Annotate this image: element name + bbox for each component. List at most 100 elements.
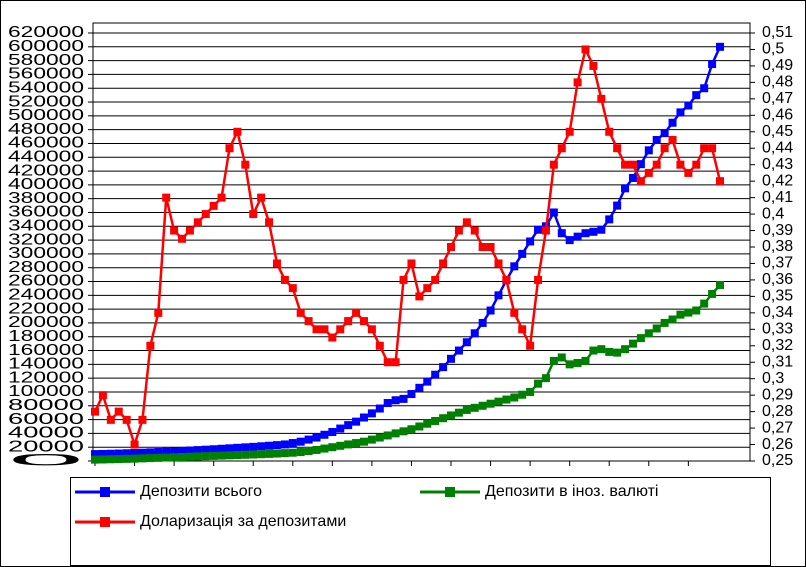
marker <box>280 275 289 284</box>
marker <box>462 405 471 414</box>
marker <box>454 346 463 355</box>
marker <box>383 399 392 408</box>
marker <box>431 275 440 284</box>
y-tick-label: 40000 <box>8 425 84 442</box>
marker <box>628 339 637 348</box>
marker <box>565 127 574 136</box>
marker <box>154 453 163 462</box>
marker <box>209 451 218 460</box>
marker <box>193 218 202 227</box>
marker <box>573 232 582 241</box>
y2-tick-label: 0,42 <box>762 172 793 189</box>
y2-tick-label: 0,41 <box>762 189 793 206</box>
marker <box>320 430 329 439</box>
marker <box>249 442 258 451</box>
marker <box>407 259 416 268</box>
marker <box>304 446 313 455</box>
legend-label: Депозити всього <box>140 483 262 500</box>
y2-tick-label: 0,36 <box>762 271 793 288</box>
marker <box>344 317 353 326</box>
marker <box>138 454 147 463</box>
y2-tick-label: 0,35 <box>762 288 793 305</box>
marker <box>549 160 558 169</box>
marker <box>114 407 123 416</box>
marker <box>565 236 574 245</box>
marker <box>375 404 384 413</box>
legend-marker <box>100 487 110 497</box>
marker <box>644 146 653 155</box>
marker <box>336 325 345 334</box>
marker <box>660 318 669 327</box>
y-tick-label: 480000 <box>8 121 84 138</box>
marker <box>217 444 226 453</box>
marker <box>684 308 693 317</box>
marker <box>415 292 424 301</box>
marker <box>541 374 550 383</box>
marker <box>716 42 724 51</box>
y2-tick-label: 0,3 <box>762 370 784 387</box>
marker <box>344 421 353 430</box>
marker <box>154 448 163 457</box>
marker <box>280 449 289 458</box>
marker <box>621 184 630 193</box>
marker <box>407 425 416 434</box>
marker <box>534 225 543 234</box>
marker <box>130 448 139 457</box>
marker <box>526 387 535 396</box>
marker <box>162 193 171 202</box>
marker <box>526 341 535 350</box>
marker <box>178 446 187 455</box>
marker <box>644 329 653 338</box>
marker <box>233 127 242 136</box>
marker <box>668 136 677 144</box>
marker <box>399 394 408 403</box>
marker <box>304 317 313 326</box>
marker <box>154 308 163 317</box>
marker <box>454 408 463 417</box>
marker <box>510 393 519 402</box>
marker <box>708 144 717 153</box>
marker <box>589 61 598 70</box>
y2-tick-label: 0,48 <box>762 74 793 91</box>
marker <box>367 435 376 444</box>
marker <box>328 428 337 437</box>
marker <box>201 452 210 461</box>
marker <box>320 444 329 453</box>
marker <box>296 448 305 457</box>
y-tick-label: 220000 <box>8 300 84 317</box>
marker <box>462 338 471 347</box>
marker <box>573 358 582 367</box>
y-tick-label: 160000 <box>8 342 84 359</box>
y-tick-label: 540000 <box>8 79 84 96</box>
marker <box>415 422 424 431</box>
marker <box>478 401 487 410</box>
marker <box>668 118 677 127</box>
marker <box>423 377 432 386</box>
marker <box>557 229 566 238</box>
y-tick-label: 360000 <box>8 204 84 221</box>
marker <box>241 443 250 452</box>
y-tick-label: 340000 <box>8 218 84 235</box>
marker <box>557 353 566 362</box>
marker <box>589 346 598 355</box>
y2-tick-label: 0,47 <box>762 90 793 107</box>
y-tick-label: 500000 <box>8 107 84 124</box>
marker <box>138 448 147 457</box>
y-tick-label: 60000 <box>8 411 84 428</box>
marker <box>557 144 566 153</box>
marker <box>312 325 321 334</box>
marker <box>716 177 724 186</box>
y-tick-label: 240000 <box>8 287 84 304</box>
marker <box>581 356 590 365</box>
y2-tick-label: 0,26 <box>762 436 793 453</box>
marker <box>272 449 281 458</box>
y2-tick-label: 0,46 <box>762 107 793 124</box>
y-tick-label: 120000 <box>8 369 84 386</box>
marker <box>375 341 384 350</box>
y2-tick-label: 0,45 <box>762 123 793 140</box>
marker <box>209 201 218 210</box>
marker <box>518 249 527 258</box>
marker <box>597 225 606 234</box>
marker <box>328 333 337 342</box>
marker <box>233 451 242 460</box>
